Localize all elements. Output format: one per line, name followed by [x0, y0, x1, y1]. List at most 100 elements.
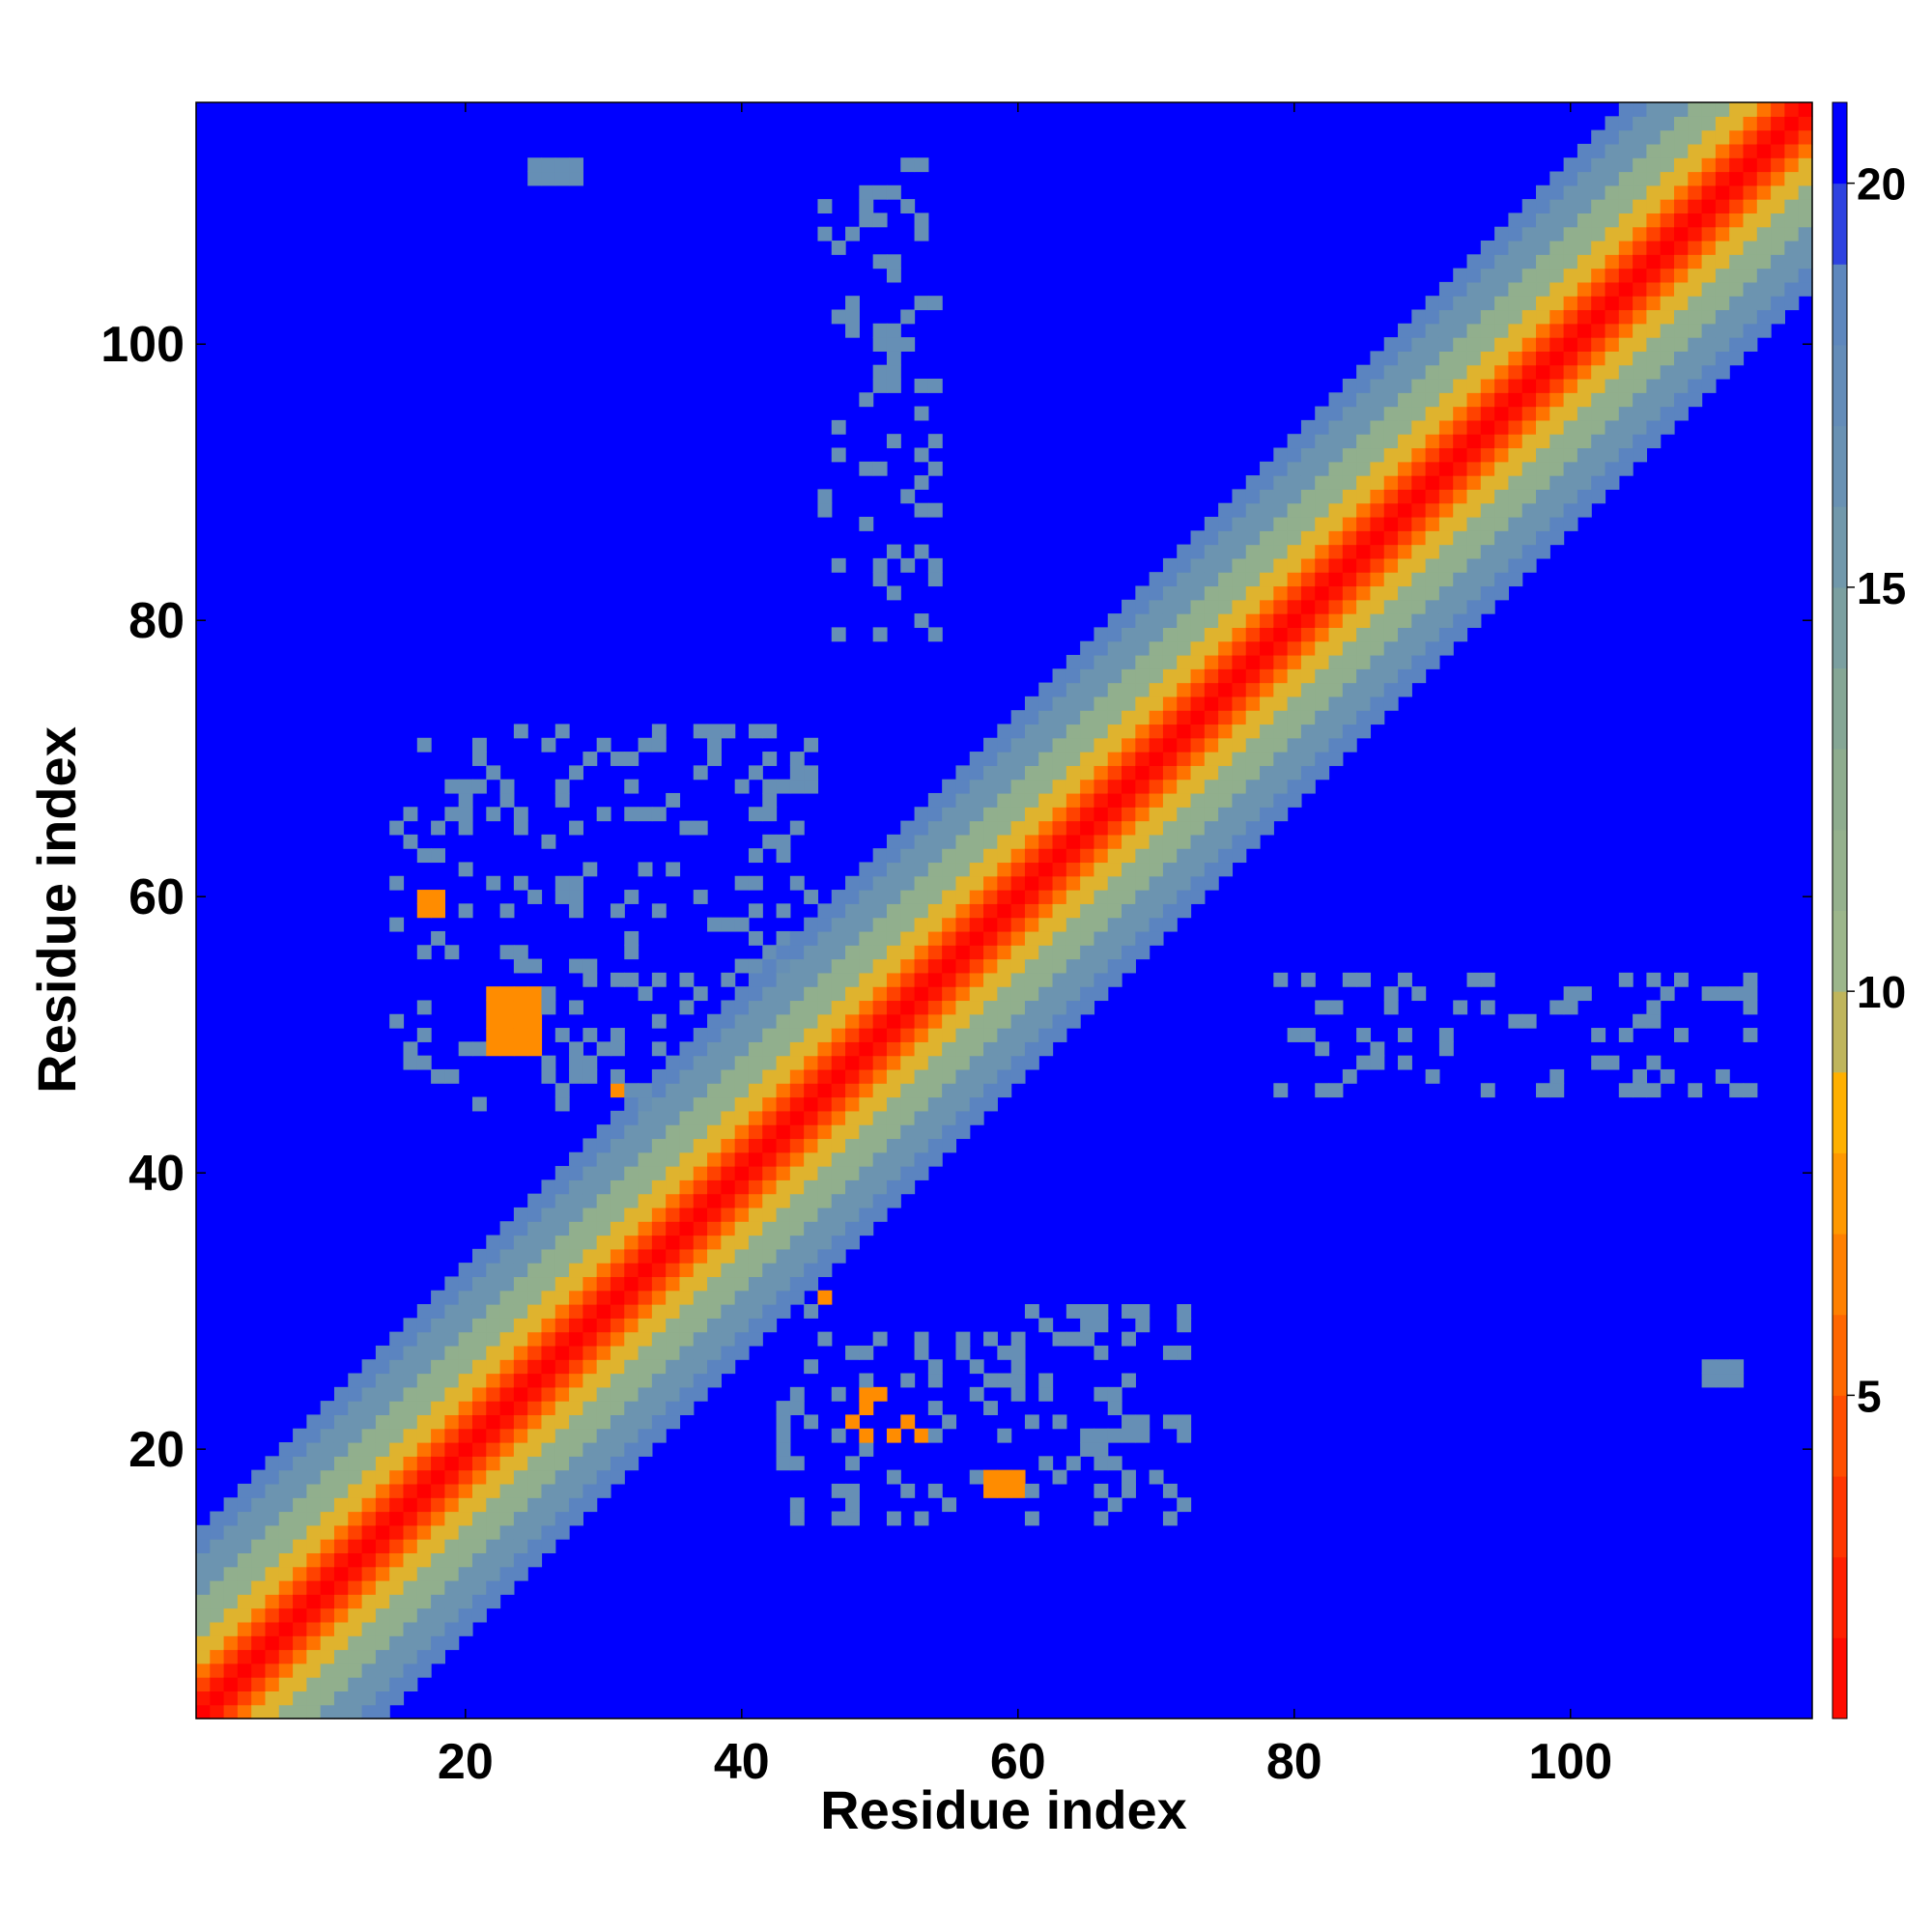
heatmap-cell — [624, 1166, 639, 1180]
heatmap-cell — [1494, 544, 1510, 559]
heatmap-cell — [1315, 489, 1330, 504]
heatmap-cell — [1204, 530, 1219, 546]
heatmap-cell — [1646, 392, 1662, 408]
heatmap-cell — [707, 1083, 722, 1098]
heatmap-cell — [554, 1511, 570, 1526]
heatmap-cell — [278, 1690, 294, 1706]
heatmap-cell — [638, 862, 653, 877]
heatmap-cell — [1771, 296, 1785, 311]
heatmap-cell — [1328, 489, 1344, 504]
heatmap-cell — [251, 1524, 267, 1540]
heatmap-cell — [1411, 419, 1427, 435]
heatmap-cell — [527, 1442, 543, 1457]
heatmap-cell — [872, 875, 888, 891]
heatmap-cell — [1591, 1028, 1606, 1042]
heatmap-cell — [679, 1068, 695, 1084]
heatmap-cell — [1204, 765, 1219, 781]
heatmap-cell — [306, 1442, 322, 1457]
heatmap-cell — [886, 917, 901, 932]
heatmap-cell — [1771, 226, 1785, 242]
heatmap-cell — [1038, 1041, 1054, 1057]
heatmap-cell — [1480, 557, 1495, 573]
heatmap-cell — [610, 1068, 625, 1084]
heatmap-cell — [1688, 351, 1703, 366]
heatmap-cell — [403, 1552, 418, 1568]
heatmap-cell — [237, 1649, 252, 1664]
heatmap-cell — [1080, 903, 1095, 919]
heatmap-cell — [306, 1607, 322, 1623]
heatmap-cell — [927, 958, 943, 974]
heatmap-cell — [375, 1690, 390, 1706]
heatmap-cell — [361, 1373, 377, 1388]
heatmap-cell — [900, 890, 916, 904]
heatmap-cell — [638, 1263, 653, 1278]
heatmap-cell — [886, 1179, 901, 1195]
heatmap-cell — [1660, 129, 1675, 145]
heatmap-cell — [1383, 392, 1399, 408]
heatmap-cell — [1190, 585, 1206, 601]
heatmap-cell — [1633, 254, 1648, 270]
heatmap-cell — [554, 1442, 570, 1457]
heatmap-cell — [569, 1248, 583, 1264]
heatmap-cell — [1729, 102, 1745, 117]
heatmap-cell — [1508, 296, 1523, 311]
heatmap-cell — [1065, 1304, 1081, 1319]
heatmap-cell — [983, 972, 998, 987]
heatmap-cell — [1605, 213, 1620, 228]
heatmap-cell — [1342, 696, 1357, 711]
heatmap-cell — [1411, 654, 1427, 669]
heatmap-cell — [513, 1000, 528, 1015]
heatmap-cell — [1245, 710, 1261, 725]
heatmap-cell — [569, 1483, 583, 1498]
heatmap-cell — [624, 1318, 639, 1333]
heatmap-cell — [1521, 378, 1537, 393]
heatmap-cell — [955, 972, 971, 987]
heatmap-cell — [748, 903, 763, 919]
heatmap-cell — [251, 1621, 267, 1636]
heatmap-cell — [1646, 419, 1662, 435]
heatmap-cell — [859, 461, 874, 476]
heatmap-cell — [804, 1055, 819, 1070]
heatmap-cell — [431, 1594, 445, 1609]
heatmap-cell — [1674, 199, 1689, 213]
heatmap-cell — [679, 1263, 695, 1278]
heatmap-cell — [278, 1539, 294, 1554]
heatmap-cell — [1480, 434, 1495, 449]
heatmap-cell — [223, 1594, 239, 1609]
heatmap-cell — [554, 1483, 570, 1498]
heatmap-cell — [1729, 351, 1745, 366]
heatmap-cell — [1300, 461, 1316, 476]
heatmap-cell — [1370, 654, 1385, 669]
heatmap-cell — [1521, 240, 1537, 255]
heatmap-cell — [444, 1524, 460, 1540]
heatmap-cell — [638, 1193, 653, 1208]
heatmap-cell — [1508, 392, 1523, 408]
heatmap-cell — [1743, 1028, 1758, 1042]
heatmap-cell — [416, 1345, 432, 1360]
heatmap-cell — [513, 1207, 528, 1222]
heatmap-cell — [223, 1497, 239, 1513]
colorbar-tick-label: 15 — [1857, 563, 1906, 613]
heatmap-cell — [1618, 1028, 1634, 1042]
heatmap-cell — [666, 1207, 681, 1222]
heatmap-cell — [1398, 489, 1412, 504]
heatmap-cell — [817, 945, 833, 960]
heatmap-cell — [1756, 185, 1772, 200]
heatmap-cell — [1038, 1456, 1054, 1471]
heatmap-cell — [638, 1359, 653, 1375]
heatmap-cell — [1038, 945, 1054, 960]
heatmap-cell — [1149, 1469, 1164, 1485]
heatmap-cell — [486, 765, 501, 781]
heatmap-cell — [278, 1677, 294, 1691]
heatmap-cell — [1232, 752, 1247, 766]
heatmap-cell — [333, 1511, 349, 1526]
heatmap-cell — [1756, 309, 1772, 325]
heatmap-cell — [707, 1263, 722, 1278]
heatmap-cell — [1315, 1083, 1330, 1098]
heatmap-cell — [416, 1662, 432, 1678]
heatmap-cell — [789, 1124, 805, 1140]
heatmap-cell — [1438, 557, 1454, 573]
heatmap-cell — [1122, 958, 1136, 974]
heatmap-cell — [1190, 752, 1206, 766]
heatmap-cell — [1660, 351, 1675, 366]
